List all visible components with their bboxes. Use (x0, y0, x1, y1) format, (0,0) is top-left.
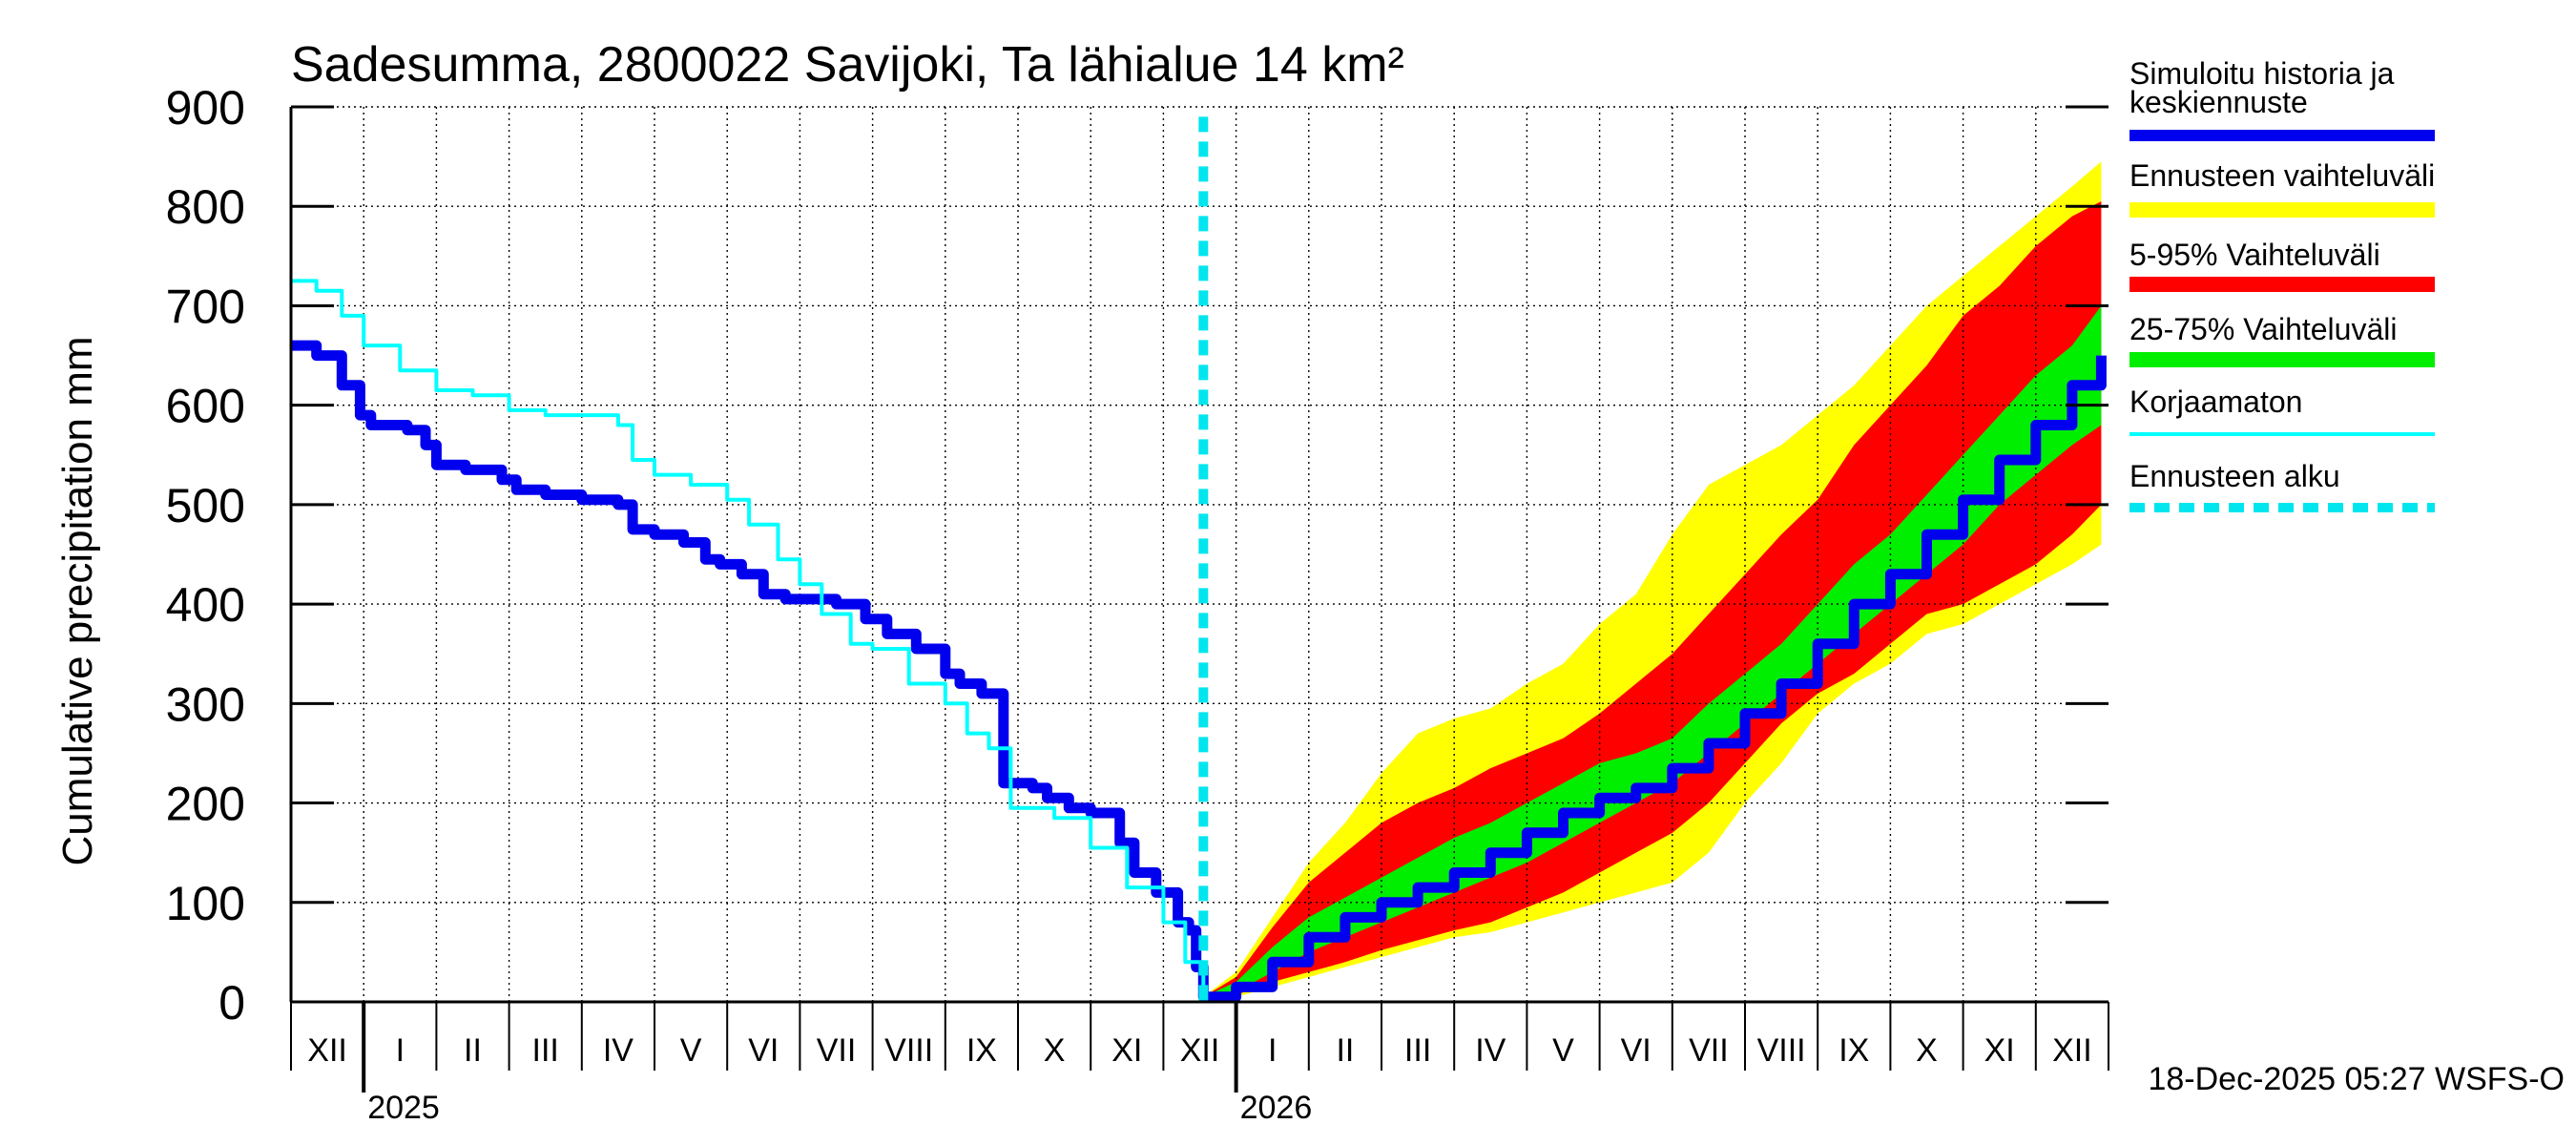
legend-label-6: Ennusteen alku (2129, 459, 2340, 493)
x-month-label: II (464, 1032, 482, 1069)
x-month-label: XII (2052, 1032, 2092, 1069)
chart-title: Sadesumma, 2800022 Savijoki, Ta lähialue… (291, 37, 1404, 93)
x-month-label: VIII (884, 1032, 933, 1069)
y-tick-label-700: 700 (166, 280, 245, 333)
x-month-label: VII (1689, 1032, 1729, 1069)
y-tick-label-100: 100 (166, 877, 245, 930)
band-2 (1203, 201, 2102, 1002)
y-tick-label-200: 200 (166, 778, 245, 831)
y-tick-label-900: 900 (166, 81, 245, 135)
y-tick-label-0: 0 (218, 976, 245, 1030)
y-tick-label-500: 500 (166, 479, 245, 532)
x-month-label: I (396, 1032, 405, 1069)
x-month-label: IX (966, 1032, 997, 1069)
x-year-label-2025: 2025 (367, 1090, 440, 1126)
legend-label-2: Ennusteen vaihteluväli (2129, 158, 2435, 193)
x-year-label-2026: 2026 (1240, 1090, 1313, 1126)
y-axis-label: Cumulative precipitation mm (54, 336, 101, 865)
legend-label-4: 25-75% Vaihteluväli (2129, 312, 2397, 346)
footer-timestamp: 18-Dec-2025 05:27 WSFS-O (2148, 1061, 2565, 1097)
legend-label-3: 5-95% Vaihteluväli (2129, 238, 2380, 272)
x-month-label: VIII (1757, 1032, 1806, 1069)
x-month-label: XI (1984, 1032, 2015, 1069)
x-month-label: XII (307, 1032, 347, 1069)
series-uncorrected-line (291, 279, 1206, 997)
x-month-label: IV (603, 1032, 634, 1069)
band-3 (1203, 305, 2102, 1002)
x-month-label: V (680, 1032, 702, 1069)
x-month-label: II (1336, 1032, 1354, 1069)
y-tick-label-600: 600 (166, 380, 245, 433)
legend-label-5: Korjaamaton (2129, 385, 2302, 419)
series-main-line (291, 340, 2107, 1003)
legend-label-1: keskiennuste (2129, 85, 2308, 119)
legend-label-1: Simuloitu historia ja (2129, 56, 2395, 91)
y-tick-label-800: 800 (166, 180, 245, 234)
x-month-label: IX (1839, 1032, 1869, 1069)
x-month-label: VI (1621, 1032, 1652, 1069)
x-month-label: VI (748, 1032, 779, 1069)
x-month-label: X (1916, 1032, 1938, 1069)
x-month-label: III (1404, 1032, 1431, 1069)
y-tick-label-300: 300 (166, 677, 245, 731)
series-lines (291, 116, 2107, 1003)
x-month-label: III (532, 1032, 559, 1069)
band-1 (1203, 161, 2102, 1003)
x-month-label: VII (817, 1032, 857, 1069)
x-month-label: X (1044, 1032, 1066, 1069)
forecast-bands (1203, 161, 2102, 1003)
x-month-label: XI (1111, 1032, 1142, 1069)
x-month-label: V (1552, 1032, 1574, 1069)
x-month-label: XII (1180, 1032, 1220, 1069)
grid-lines (291, 106, 2109, 1002)
x-month-label: I (1268, 1032, 1277, 1069)
x-month-label: IV (1475, 1032, 1506, 1069)
y-tick-label-400: 400 (166, 578, 245, 632)
